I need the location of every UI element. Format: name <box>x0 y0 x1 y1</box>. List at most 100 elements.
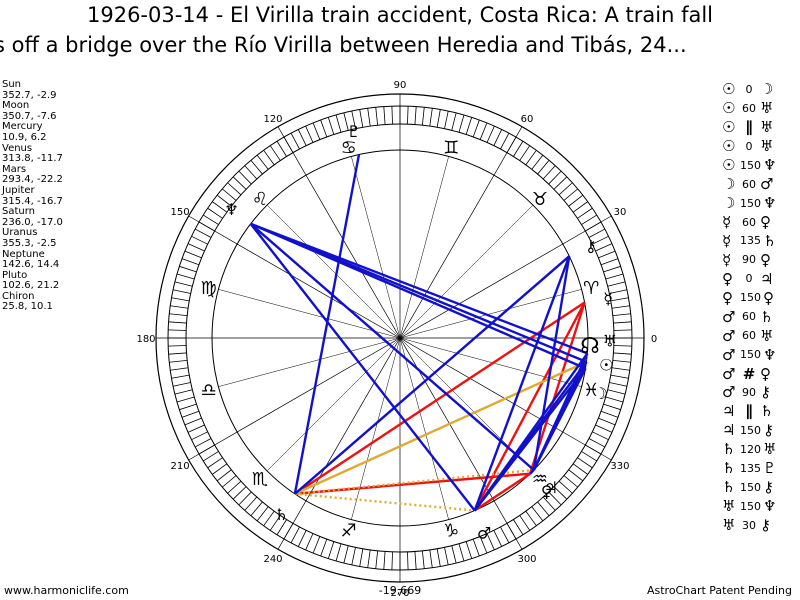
degree-tick <box>472 119 480 138</box>
degree-tick <box>187 243 205 252</box>
planet-sun-icon: ☉ <box>599 355 613 374</box>
aspect-angle: 0 <box>745 139 753 153</box>
degree-tick <box>207 457 223 469</box>
aspect-planet-2: ♅ <box>760 99 774 118</box>
planet-coords-mercury: 10.9, 6.2 <box>2 131 47 143</box>
aspect-planet-1: ♅ <box>722 516 736 535</box>
degree-tick <box>172 289 191 294</box>
aspect-planet-1: ♂ <box>722 383 736 402</box>
aspect-row: ♂ # ♀ <box>722 364 800 383</box>
degree-label: 300 <box>517 554 536 565</box>
degree-tick <box>610 374 629 379</box>
aspect-angle: 150 <box>740 499 761 513</box>
aspect-row: ♀ 0 ♃ <box>722 269 800 288</box>
aspect-line-blue <box>249 223 476 512</box>
degree-label: 30 <box>614 207 627 218</box>
planet-name-chiron: Chiron <box>2 290 35 302</box>
degree-tick <box>429 108 433 127</box>
degree-tick <box>588 228 606 238</box>
degree-tick <box>548 170 562 185</box>
degree-tick <box>525 150 537 166</box>
aspect-angle: ∥ <box>745 118 753 137</box>
aspect-planet-1: ♄ <box>722 440 736 459</box>
aspect-row: ♃ ∥ ♄ <box>722 402 800 421</box>
degree-tick <box>191 431 208 441</box>
aspect-planet-1: ♅ <box>722 497 736 516</box>
planet-name-neptune: Neptune <box>2 248 45 260</box>
degree-tick <box>613 321 632 324</box>
degree-tick <box>572 463 588 475</box>
aspect-planet-1: ☉ <box>722 137 736 156</box>
planet-name-uranus: Uranus <box>2 227 38 239</box>
zodiac-pisces-icon: ♓ <box>583 380 599 401</box>
degree-tick <box>269 145 281 161</box>
aspect-planet-2: ♇ <box>763 459 777 478</box>
degree-tick <box>479 536 488 554</box>
degree-tick <box>191 235 208 245</box>
zodiac-virgo-icon: ♍ <box>201 278 217 299</box>
degree-tick <box>263 510 275 526</box>
zodiac-sagittarius-icon: ♐ <box>341 520 357 541</box>
aspect-row: ☉ 60 ♅ <box>722 99 800 118</box>
degree-tick <box>250 160 263 175</box>
aspect-line-blue <box>473 352 589 512</box>
degree-tick <box>170 367 189 371</box>
aspect-row: ☽ 60 ♂ <box>722 175 800 194</box>
title-line-1: 1926-03-14 - El Virilla train accident, … <box>86 3 713 27</box>
degree-tick <box>181 258 200 266</box>
planet-chiron-icon: ⚷ <box>585 237 597 256</box>
aspect-angle: 90 <box>742 385 756 399</box>
aspect-row: ♂ 60 ♄ <box>722 307 800 326</box>
planet-coords-saturn: 236.0, -17.0 <box>2 216 63 228</box>
aspect-row: ☽ 150 ♆ <box>722 194 800 213</box>
aspect-row: ☉ 150 ♆ <box>722 156 800 175</box>
sub-divider <box>218 289 582 387</box>
aspect-angle: 60 <box>742 215 756 229</box>
aspect-row: ♄ 150 ⚷ <box>722 478 800 497</box>
aspect-planet-1: ☿ <box>722 213 732 232</box>
aspect-planet-2: ♀ <box>760 364 771 383</box>
degree-tick <box>327 541 335 559</box>
degree-tick <box>359 109 364 128</box>
planet-coords-venus: 313.8, -11.7 <box>2 153 63 165</box>
zodiac-taurus-icon: ♉ <box>532 189 548 210</box>
footer-website[interactable]: www.harmoniclife.com <box>4 584 129 597</box>
degree-tick <box>603 403 621 411</box>
aspect-planet-1: ♂ <box>722 307 736 326</box>
aspect-line-red <box>528 302 586 475</box>
degree-tick <box>458 114 465 133</box>
aspect-planet-2: ♀ <box>760 250 771 269</box>
degree-tick <box>592 235 609 245</box>
degree-tick <box>179 403 197 411</box>
degree-tick <box>537 160 550 175</box>
aspect-line-blue <box>250 222 588 355</box>
degree-tick <box>421 550 425 569</box>
degree-tick <box>351 547 356 566</box>
aspect-angle: ∥ <box>745 402 753 421</box>
degree-tick <box>312 536 321 554</box>
zodiac-scorpio-icon: ♏ <box>252 469 268 490</box>
aspect-angle: 30 <box>742 518 756 532</box>
degree-label: 0 <box>651 334 657 345</box>
aspect-row: ♄ 135 ♇ <box>722 459 800 478</box>
degree-tick <box>290 526 300 544</box>
aspect-planet-1: ♄ <box>722 478 736 497</box>
degree-tick <box>305 125 314 143</box>
degree-tick <box>525 510 537 526</box>
zodiac-aquarius-icon: ♒ <box>532 469 548 490</box>
degree-tick <box>414 551 417 570</box>
degree-tick <box>343 112 349 131</box>
aspect-planet-2: ⚷ <box>760 516 771 535</box>
degree-label: 120 <box>263 114 282 125</box>
planet-saturn-icon: ♄ <box>274 505 288 524</box>
aspect-planet-1: ☽ <box>722 194 736 213</box>
degree-tick <box>203 214 219 225</box>
degree-tick <box>472 538 480 557</box>
degree-tick <box>458 543 465 562</box>
degree-tick <box>367 549 371 568</box>
aspect-planet-2: ♆ <box>763 156 777 175</box>
degree-tick <box>244 496 258 511</box>
degree-tick <box>603 265 621 273</box>
degree-tick <box>327 117 335 135</box>
degree-tick <box>553 176 568 190</box>
